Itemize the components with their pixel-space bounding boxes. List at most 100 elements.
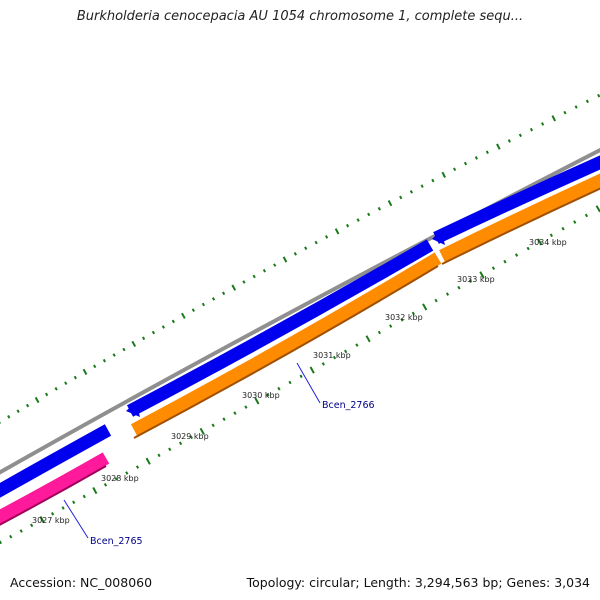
inner-tick-41 (434, 298, 438, 303)
outer-tick-25 (231, 284, 237, 291)
outer-tick-47 (463, 161, 468, 166)
outer-tick-23 (211, 297, 216, 301)
tick-label-3034: 3034 kbp (529, 238, 567, 247)
outer-tick-56 (563, 110, 567, 115)
forward-gene-middle[interactable] (126, 239, 434, 417)
inner-tick-6 (51, 512, 55, 516)
inner-tick-33 (344, 349, 348, 354)
inner-tick-46 (491, 266, 496, 270)
reverse-gene-orange-middle[interactable] (130, 252, 442, 436)
bcen-2766-leader-line (296, 362, 321, 404)
inner-tick-15 (145, 457, 151, 465)
inner-tick-18 (178, 441, 183, 446)
tick-label-3033: 3033 kbp (457, 275, 495, 284)
outer-tick-30 (282, 256, 288, 263)
tick-label-3030: 3030 kbp (242, 391, 280, 400)
outer-tick-37 (356, 218, 360, 222)
outer-tick-42 (409, 190, 413, 194)
outer-tick-57 (574, 105, 578, 109)
outer-tick-8 (64, 381, 68, 385)
outer-tick-24 (222, 291, 226, 296)
inner-tick-5 (39, 516, 45, 524)
outer-tick-10 (82, 368, 88, 375)
outer-tick-4 (25, 403, 30, 408)
outer-tick-5 (34, 396, 40, 404)
reverse-gene-orange-right[interactable] (439, 173, 600, 262)
gene-label-bcen-2766[interactable]: Bcen_2766 (322, 400, 375, 411)
map-title: Burkholderia cenocepacia AU 1054 chromos… (76, 9, 524, 24)
outer-tick-59 (597, 93, 600, 98)
inner-tick-48 (514, 253, 519, 257)
inner-tick-22 (222, 417, 226, 421)
outer-tick-9 (73, 375, 77, 380)
outer-tick-29 (273, 263, 277, 267)
forward-gene-right[interactable] (433, 155, 600, 244)
outer-tick-19 (171, 319, 175, 324)
outer-tick-11 (93, 364, 97, 369)
outer-tick-38 (367, 212, 371, 217)
inner-tick-43 (457, 285, 461, 290)
outer-tick-46 (453, 167, 457, 172)
inner-tick-20 (199, 427, 205, 435)
inner-tick-27 (277, 386, 281, 391)
outer-tick-3 (16, 409, 20, 413)
outer-tick-20 (181, 312, 186, 319)
outer-tick-13 (112, 353, 116, 357)
outer-tick-51 (507, 139, 511, 143)
tick-label-3027: 3027 kbp (32, 516, 70, 525)
inner-tick-2 (9, 534, 13, 539)
outer-tick-2 (7, 415, 11, 419)
outer-tick-40 (387, 200, 393, 207)
inner-tick-11 (103, 483, 108, 487)
tick-label-3028: 3028 kbp (101, 474, 139, 483)
outer-tick-22 (201, 302, 205, 307)
reverse-gene-pink[interactable] (0, 452, 110, 525)
outer-tick-7 (54, 387, 58, 391)
outer-tick-16 (142, 336, 146, 341)
sequence-summary: Topology: circular; Length: 3,294,563 bp… (246, 575, 590, 590)
gene-label-bcen-2765[interactable]: Bcen_2765 (90, 536, 143, 547)
reverse-gene-orange-middle-edge (133, 265, 439, 439)
tick-label-3029: 3029 kbp (171, 432, 209, 441)
inner-tick-30 (309, 366, 315, 374)
inner-tick-44 (468, 279, 472, 283)
inner-tick-8 (72, 500, 76, 505)
forward-gene-left[interactable] (0, 424, 112, 498)
inner-tick-24 (244, 405, 248, 409)
inner-tick-ring (0, 205, 600, 545)
outer-tick-43 (420, 184, 424, 188)
outer-tick-48 (474, 156, 478, 160)
outer-tick-28 (262, 268, 266, 273)
inner-tick-36 (377, 330, 381, 335)
inner-tick-3 (19, 529, 23, 533)
outer-tick-54 (541, 122, 545, 126)
outer-tick-49 (485, 150, 489, 155)
inner-tick-53 (573, 220, 577, 224)
reverse-gene-orange-right-edge (441, 187, 600, 265)
inner-tick-19 (189, 435, 193, 440)
inner-tick-39 (411, 311, 415, 316)
inner-tick-32 (332, 355, 337, 360)
outer-tick-12 (102, 358, 106, 363)
inner-tick-37 (389, 324, 393, 328)
outer-tick-39 (377, 206, 381, 211)
inner-tick-16 (157, 453, 161, 458)
tick-label-3031: 3031 kbp (313, 351, 351, 360)
inner-tick-40 (422, 303, 428, 311)
inner-tick-51 (549, 233, 553, 238)
outer-tick-15 (131, 340, 137, 347)
outer-tick-53 (529, 127, 534, 132)
inner-tick-34 (355, 343, 359, 347)
forward-gene-middle-arrow (126, 402, 140, 417)
inner-tick-28 (288, 380, 292, 385)
outer-tick-36 (346, 223, 350, 228)
inner-tick-23 (233, 411, 237, 415)
outer-tick-26 (242, 280, 246, 284)
outer-tick-41 (399, 195, 403, 200)
inner-tick-1 (0, 540, 2, 545)
inner-tick-54 (584, 213, 589, 218)
tick-label-3032: 3032 kbp (385, 313, 423, 322)
accession-text: Accession: NC_008060 (10, 575, 153, 590)
reverse-gene-pink-edge (0, 465, 107, 526)
outer-tick-6 (44, 392, 49, 397)
